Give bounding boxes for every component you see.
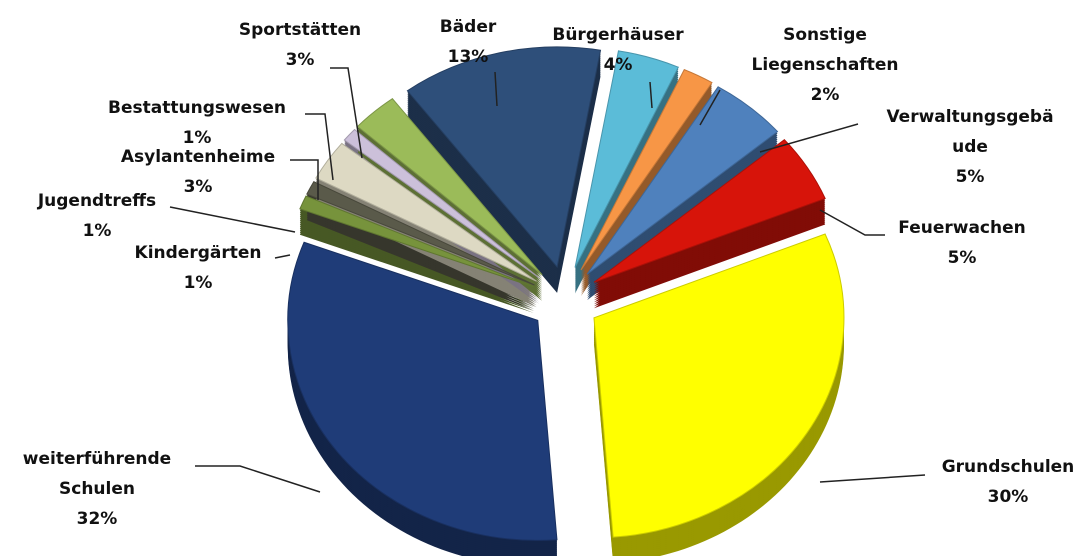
slice-label: Jugendtreffs 1% xyxy=(12,186,182,246)
slice xyxy=(593,139,826,283)
category-name: Kindergärten xyxy=(134,243,262,263)
leader-line xyxy=(494,71,498,107)
category-name: Verwaltungsgebäude xyxy=(886,107,1054,157)
slice-label: Asylantenheime 3% xyxy=(113,142,283,202)
category-name: weiterführende Schulen xyxy=(22,449,172,499)
slice xyxy=(343,128,540,279)
leader-line xyxy=(305,113,334,181)
leader-line xyxy=(699,89,721,126)
slice xyxy=(580,68,713,271)
value-label: 3% xyxy=(183,177,213,197)
category-name: Bestattungswesen xyxy=(108,98,286,118)
slice-label: Bestattungswesen 1% xyxy=(82,93,312,153)
category-name: Bürgerhäuser xyxy=(552,25,684,45)
category-name: Sonstige Liegenschaften xyxy=(751,25,899,75)
slice xyxy=(306,181,535,286)
slice-label: Feuerwachen 5% xyxy=(877,213,1047,273)
leader-line xyxy=(290,159,319,200)
value-label: 13% xyxy=(447,47,489,67)
slice-label: Sportstätten 3% xyxy=(215,15,385,75)
value-label: 1% xyxy=(182,128,212,148)
slice-label: Bürgerhäuser 4% xyxy=(538,20,698,80)
category-name: Grundschulen xyxy=(941,457,1075,477)
value-label: 3% xyxy=(285,50,315,70)
slice-label: Grundschulen 30% xyxy=(923,452,1088,512)
leader-line xyxy=(819,209,885,236)
leader-line xyxy=(195,465,321,493)
slice-label: Verwaltungsgebäude 5% xyxy=(884,102,1056,192)
slice-label: Bäder 13% xyxy=(408,12,528,72)
leader-line xyxy=(330,67,363,159)
value-label: 1% xyxy=(183,273,213,293)
slice xyxy=(593,233,845,538)
slice xyxy=(586,86,779,275)
slice xyxy=(287,241,558,541)
leader-line xyxy=(759,123,859,153)
leader-line xyxy=(819,474,926,483)
value-label: 4% xyxy=(603,55,633,75)
category-name: Sportstätten xyxy=(238,20,362,40)
value-label: 1% xyxy=(82,221,112,241)
slice-label: Kindergärten 1% xyxy=(113,238,283,298)
value-label: 32% xyxy=(76,509,118,529)
slice-label: weiterführende Schulen 32% xyxy=(0,444,197,534)
value-label: 30% xyxy=(987,487,1029,507)
value-label: 2% xyxy=(810,85,840,105)
slice xyxy=(406,46,602,269)
category-name: Jugendtreffs xyxy=(37,191,157,211)
leader-line xyxy=(274,254,291,259)
leader-line xyxy=(169,206,296,233)
slice xyxy=(315,142,537,282)
slice xyxy=(299,195,534,288)
value-label: 5% xyxy=(955,167,985,187)
slice-label: Sonstige Liegenschaften 2% xyxy=(735,20,915,110)
category-name: Feuerwachen xyxy=(898,218,1026,238)
category-name: Asylantenheime xyxy=(120,147,276,167)
value-label: 5% xyxy=(947,248,977,268)
category-name: Bäder xyxy=(439,17,497,37)
leader-line xyxy=(649,81,653,109)
